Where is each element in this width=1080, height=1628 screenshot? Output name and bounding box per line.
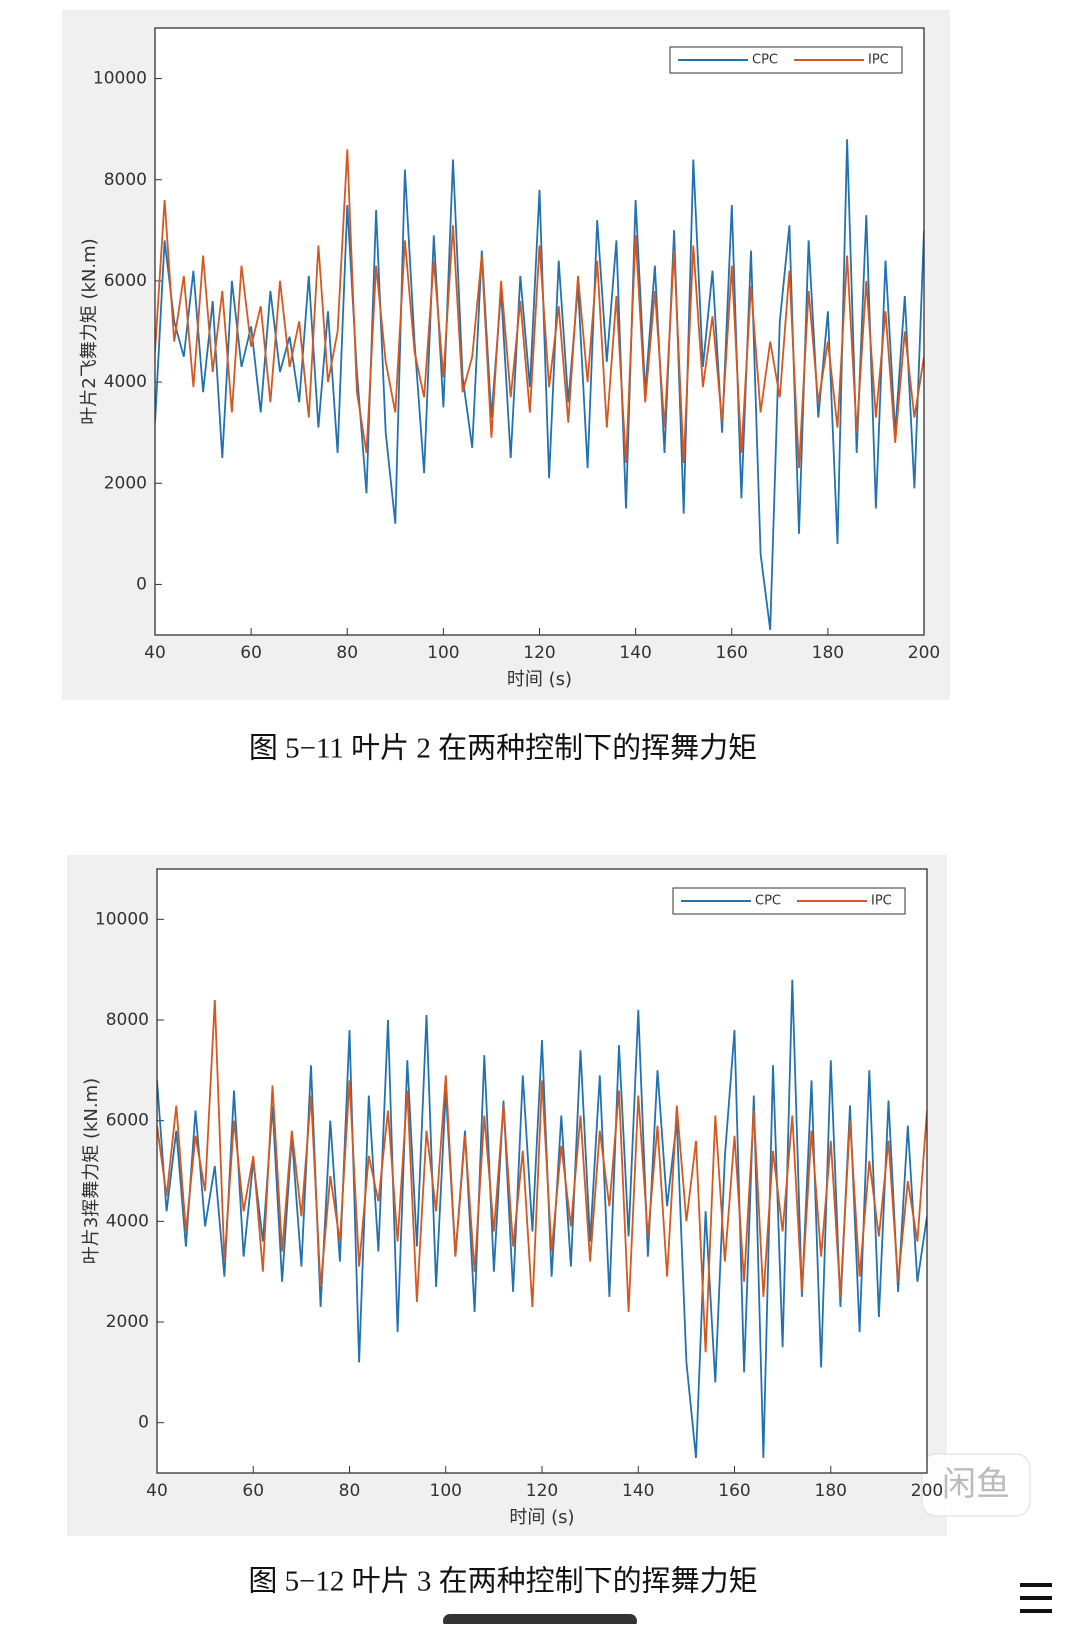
x-tick-label: 160 [718, 1481, 750, 1501]
axes-frame [154, 27, 925, 636]
chart: 0 2000 4000 6000 8000 10000 40 60 80 100 120 140 160… [81, 868, 943, 1528]
y-tick-label: 0 [136, 574, 147, 594]
line-series [155, 149, 924, 469]
y-tick-label: 0 [138, 1413, 149, 1433]
y-tick-label: 4000 [106, 1211, 149, 1231]
y-tick-label: 6000 [106, 1111, 149, 1131]
legend-label: IPC [871, 894, 892, 909]
x-tick-label: 180 [815, 1481, 847, 1501]
x-axis-label: 时间 (s) [507, 669, 572, 690]
x-tick-label: 100 [427, 643, 459, 663]
y-tick-label: 10000 [93, 69, 147, 89]
legend-label: IPC [868, 53, 889, 68]
x-tick-label: 200 [911, 1481, 943, 1501]
watermark: 闲鱼 [942, 1465, 1010, 1505]
home-indicator [443, 1614, 637, 1628]
plot-area [155, 28, 924, 635]
watermark-badge: 闲鱼 [921, 1453, 1031, 1517]
legend-label: CPC [752, 53, 778, 68]
y-tick-label: 8000 [106, 1010, 149, 1030]
x-axis-label: 时间 (s) [509, 1507, 574, 1528]
x-tick-label: 60 [240, 643, 262, 663]
x-tick-label: 120 [526, 1481, 558, 1501]
line-series [157, 979, 927, 1458]
y-tick-label: 2000 [104, 473, 147, 493]
menu-icon[interactable] [1020, 1583, 1052, 1613]
x-tick-label: 40 [144, 643, 166, 663]
y-tick-label: 2000 [106, 1312, 149, 1332]
x-tick-label: 60 [242, 1481, 264, 1501]
line-series [157, 999, 927, 1353]
y-tick-label: 4000 [104, 372, 147, 392]
x-tick-label: 200 [908, 643, 940, 663]
x-tick-label: 140 [619, 643, 651, 663]
caption: 图 5−11 叶片 2 在两种控制下的挥舞力矩 [249, 732, 757, 765]
x-tick-label: 120 [523, 643, 555, 663]
y-axis-label: 叶片2飞舞力矩 (kN.m) [79, 238, 100, 424]
x-tick-label: 180 [812, 643, 844, 663]
plot-area [157, 869, 927, 1473]
x-tick-label: 140 [622, 1481, 654, 1501]
x-tick-label: 40 [146, 1481, 168, 1501]
x-tick-label: 160 [716, 643, 748, 663]
x-tick-label: 80 [339, 1481, 361, 1501]
y-tick-label: 10000 [95, 909, 149, 929]
caption: 图 5−12 叶片 3 在两种控制下的挥舞力矩 [248, 1565, 757, 1598]
x-tick-label: 80 [336, 643, 358, 663]
axes-frame [156, 868, 928, 1474]
y-axis-label: 叶片3挥舞力矩 (kN.m) [81, 1078, 102, 1264]
y-tick-label: 6000 [104, 271, 147, 291]
y-tick-label: 8000 [104, 170, 147, 190]
x-tick-label: 100 [430, 1481, 462, 1501]
chart: 0 2000 4000 6000 8000 10000 40 60 80 100 120 140 160… [79, 27, 940, 690]
legend-label: CPC [755, 894, 781, 909]
line-series [155, 139, 924, 631]
